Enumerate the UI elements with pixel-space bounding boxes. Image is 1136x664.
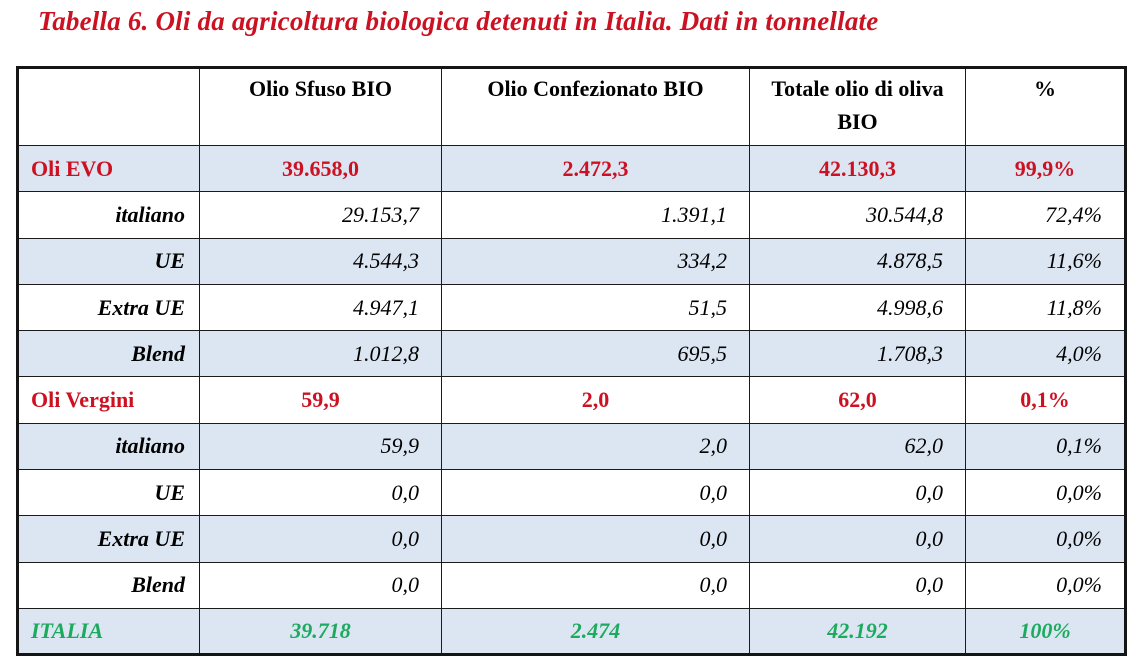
table-row-oli-evo: Oli EVO 39.658,0 2.472,3 42.130,3 99,9% xyxy=(17,144,1126,193)
value-cell: 59,9 xyxy=(199,376,442,424)
value-cell: 334,2 xyxy=(441,237,750,285)
value-cell: 62,0 xyxy=(749,376,966,424)
value-cell: 4.878,5 xyxy=(749,237,966,285)
value-cell: 100% xyxy=(965,607,1126,656)
value-cell: 0,0% xyxy=(965,469,1126,517)
column-header-olio-sfuso: Olio Sfuso BIO xyxy=(199,67,442,146)
value-cell: 0,0 xyxy=(749,469,966,517)
table-row-italia-total: ITALIA 39.718 2.474 42.192 100% xyxy=(17,607,1126,656)
column-header-empty xyxy=(17,67,200,146)
row-label: Blend xyxy=(17,330,200,378)
value-cell: 4.947,1 xyxy=(199,283,442,332)
value-cell: 0,0% xyxy=(965,561,1126,609)
table-row-ue-evo: UE 4.544,3 334,2 4.878,5 11,6% xyxy=(17,237,1126,285)
value-cell: 1.391,1 xyxy=(441,191,750,239)
value-cell: 0,0 xyxy=(749,561,966,609)
row-label: italiano xyxy=(17,191,200,239)
value-cell: 0,0 xyxy=(749,515,966,563)
value-cell: 0,0 xyxy=(441,469,750,517)
value-cell: 0,1% xyxy=(965,422,1126,471)
column-header-olio-confezionato: Olio Confezionato BIO xyxy=(441,67,750,146)
value-cell: 99,9% xyxy=(965,144,1126,193)
header-row: Olio Sfuso BIO Olio Confezionato BIO Tot… xyxy=(17,67,1126,146)
column-header-totale: Totale olio di oliva BIO xyxy=(749,67,966,146)
row-label: italiano xyxy=(17,422,200,471)
value-cell: 0,0% xyxy=(965,515,1126,563)
table-row-ue-vergini: UE 0,0 0,0 0,0 0,0% xyxy=(17,469,1126,517)
value-cell: 51,5 xyxy=(441,283,750,332)
value-cell: 0,0 xyxy=(441,515,750,563)
value-cell: 4.544,3 xyxy=(199,237,442,285)
row-label: ITALIA xyxy=(17,607,200,656)
column-header-percent: % xyxy=(965,67,1126,146)
value-cell: 2.474 xyxy=(441,607,750,656)
table-row-italiano-vergini: italiano 59,9 2,0 62,0 0,1% xyxy=(17,422,1126,471)
row-label: Blend xyxy=(17,561,200,609)
value-cell: 1.012,8 xyxy=(199,330,442,378)
value-cell: 0,0 xyxy=(441,561,750,609)
value-cell: 42.130,3 xyxy=(749,144,966,193)
value-cell: 0,1% xyxy=(965,376,1126,424)
table-row-italiano-evo: italiano 29.153,7 1.391,1 30.544,8 72,4% xyxy=(17,191,1126,239)
row-label: Extra UE xyxy=(17,283,200,332)
value-cell: 4.998,6 xyxy=(749,283,966,332)
value-cell: 42.192 xyxy=(749,607,966,656)
bio-oil-table: Olio Sfuso BIO Olio Confezionato BIO Tot… xyxy=(16,66,1127,657)
row-label: UE xyxy=(17,237,200,285)
value-cell: 11,6% xyxy=(965,237,1126,285)
value-cell: 39.718 xyxy=(199,607,442,656)
value-cell: 30.544,8 xyxy=(749,191,966,239)
row-label: Oli EVO xyxy=(17,144,200,193)
value-cell: 0,0 xyxy=(199,515,442,563)
value-cell: 2,0 xyxy=(441,422,750,471)
value-cell: 11,8% xyxy=(965,283,1126,332)
table-row-blend-evo: Blend 1.012,8 695,5 1.708,3 4,0% xyxy=(17,330,1126,378)
value-cell: 2.472,3 xyxy=(441,144,750,193)
value-cell: 72,4% xyxy=(965,191,1126,239)
table-title: Tabella 6. Oli da agricoltura biologica … xyxy=(38,6,879,36)
value-cell: 4,0% xyxy=(965,330,1126,378)
table-row-extra-ue-evo: Extra UE 4.947,1 51,5 4.998,6 11,8% xyxy=(17,283,1126,332)
value-cell: 2,0 xyxy=(441,376,750,424)
value-cell: 62,0 xyxy=(749,422,966,471)
value-cell: 39.658,0 xyxy=(199,144,442,193)
row-label: Oli Vergini xyxy=(17,376,200,424)
value-cell: 59,9 xyxy=(199,422,442,471)
table-row-oli-vergini: Oli Vergini 59,9 2,0 62,0 0,1% xyxy=(17,376,1126,424)
value-cell: 29.153,7 xyxy=(199,191,442,239)
value-cell: 0,0 xyxy=(199,469,442,517)
row-label: Extra UE xyxy=(17,515,200,563)
table-row-extra-ue-vergini: Extra UE 0,0 0,0 0,0 0,0% xyxy=(17,515,1126,563)
row-label: UE xyxy=(17,469,200,517)
value-cell: 695,5 xyxy=(441,330,750,378)
table-row-blend-vergini: Blend 0,0 0,0 0,0 0,0% xyxy=(17,561,1126,609)
value-cell: 1.708,3 xyxy=(749,330,966,378)
value-cell: 0,0 xyxy=(199,561,442,609)
